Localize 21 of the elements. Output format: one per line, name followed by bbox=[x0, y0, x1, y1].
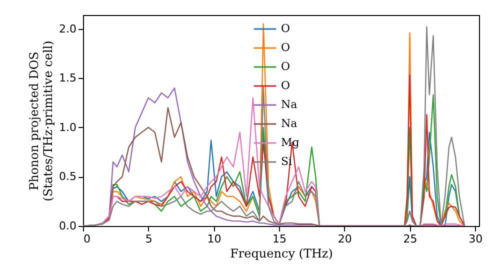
x-tick-label: 15 bbox=[272, 232, 287, 246]
legend-label: O bbox=[281, 79, 290, 92]
x-tick-label: 25 bbox=[403, 232, 418, 246]
x-tick-label: 30 bbox=[468, 232, 483, 246]
legend-label: Na bbox=[281, 117, 298, 130]
x-tick-label: 20 bbox=[338, 232, 352, 246]
legend-label: Mg bbox=[281, 136, 300, 149]
y-tick-label: 1.0 bbox=[59, 120, 76, 134]
legend-label: O bbox=[281, 22, 290, 35]
legend-label: O bbox=[281, 60, 290, 73]
y-tick-label: 2.0 bbox=[59, 22, 76, 36]
y-axis-title: Phonon projected DOS (States/THz·primitive cell) bbox=[27, 40, 56, 202]
x-tick-label: 5 bbox=[145, 232, 152, 246]
y-tick-label: 0.5 bbox=[59, 170, 76, 184]
y-tick-label: 0.0 bbox=[59, 220, 76, 232]
y-tick-label: 1.5 bbox=[59, 72, 76, 85]
legend-label: Na bbox=[281, 98, 298, 111]
x-tick-label: 10 bbox=[207, 232, 222, 246]
x-axis-title: Frequency (THz) bbox=[230, 246, 333, 260]
legend-label: O bbox=[281, 41, 290, 54]
x-tick-label: 0 bbox=[84, 232, 90, 246]
